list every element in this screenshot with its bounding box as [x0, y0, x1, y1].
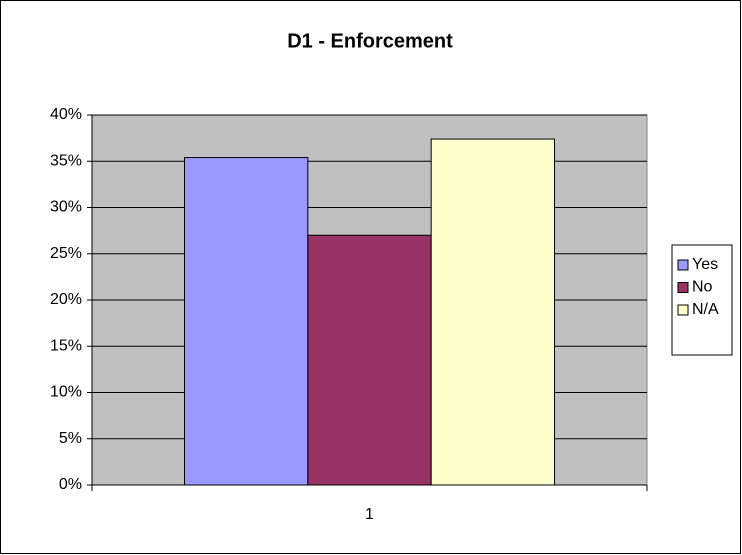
y-tick-label: 0%	[59, 476, 82, 493]
chart-title: D1 - Enforcement	[287, 30, 453, 52]
legend-label: No	[692, 279, 713, 296]
legend-label: N/A	[692, 301, 719, 318]
bar	[184, 157, 309, 486]
y-tick-label: 15%	[50, 337, 82, 354]
legend-label: Yes	[692, 256, 718, 273]
y-tick-label: 25%	[50, 245, 82, 262]
y-tick-label: 20%	[50, 291, 82, 308]
legend-swatch	[677, 282, 689, 293]
y-tick-label: 10%	[50, 384, 82, 401]
x-tick-label: 1	[365, 506, 374, 523]
bar	[307, 234, 432, 486]
y-tick-label: 35%	[50, 152, 82, 169]
bar	[430, 138, 555, 486]
y-tick-label: 30%	[50, 199, 82, 216]
y-tick-label: 40%	[50, 106, 82, 123]
legend-swatch	[677, 259, 689, 271]
legend-swatch	[677, 304, 689, 316]
y-tick-label: 5%	[59, 430, 82, 447]
